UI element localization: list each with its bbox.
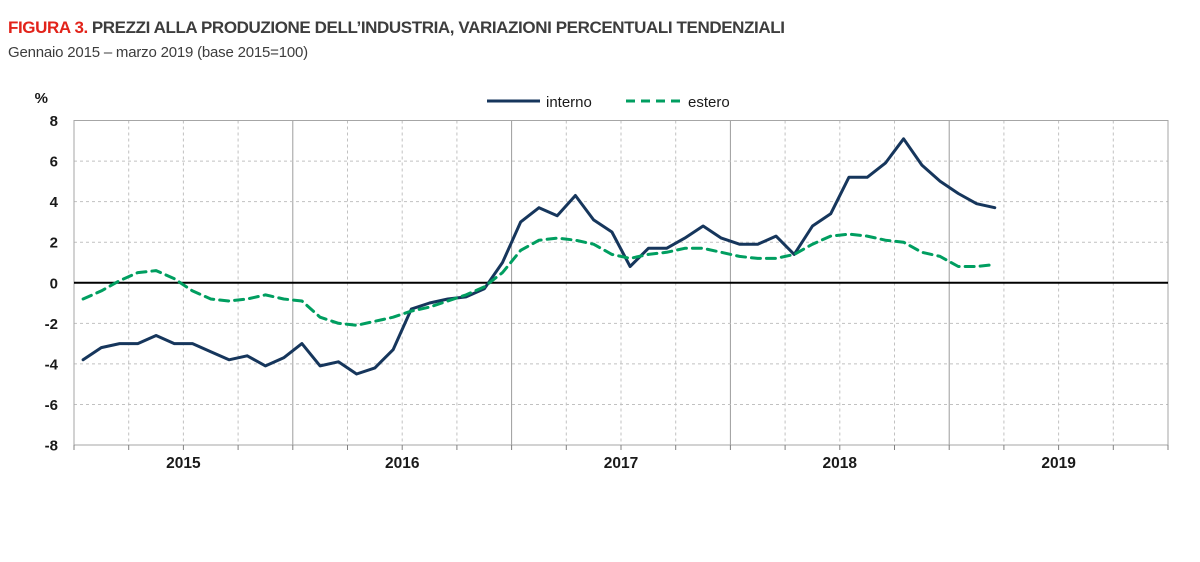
y-tick-label: -8 [45,438,58,455]
figure-header: FIGURA 3. PREZZI ALLA PRODUZIONE DELL’IND… [8,18,785,38]
x-year-label: 2015 [166,455,201,472]
y-tick-label: 2 [50,235,58,252]
figure-subtitle: Gennaio 2015 – marzo 2019 (base 2015=100… [8,44,308,61]
y-tick-label: 0 [50,275,58,292]
figure-label: FIGURA 3. [8,18,88,37]
series-line-estero [81,232,997,327]
y-axis-unit-label: % [35,90,48,107]
x-year-label: 2018 [823,455,858,472]
series-line-interno [81,137,997,376]
y-tick-label: -4 [45,356,59,373]
x-year-label: 2019 [1041,455,1076,472]
y-tick-label: 8 [50,113,58,130]
y-tick-label: 6 [50,154,58,171]
figure-title: PREZZI ALLA PRODUZIONE DELL’INDUSTRIA, V… [91,18,785,37]
x-year-label: 2017 [604,455,638,472]
y-tick-label: -6 [45,397,58,414]
y-tick-label: -2 [45,316,58,333]
x-year-label: 2016 [385,455,420,472]
legend-label-estero: estero [688,94,730,111]
y-tick-label: 4 [50,194,59,211]
legend-label-interno: interno [546,94,592,111]
